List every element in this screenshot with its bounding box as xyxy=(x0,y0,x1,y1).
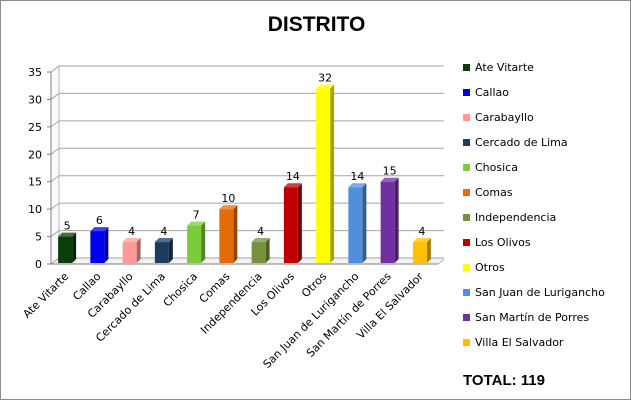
legend-label: San Martín de Porres xyxy=(475,311,589,324)
bar xyxy=(316,88,331,263)
bar-side xyxy=(168,238,173,263)
bar-top xyxy=(122,238,141,243)
bar xyxy=(348,187,363,263)
y-tick-label: 15 xyxy=(28,176,42,189)
data-label: 5 xyxy=(64,220,71,233)
x-tick-label: Otros xyxy=(299,270,329,300)
bar-top xyxy=(380,177,399,182)
bar-side xyxy=(394,177,399,263)
side-wall xyxy=(50,65,60,265)
legend-label: Chosica xyxy=(475,161,518,174)
bar-side xyxy=(297,183,302,263)
bar xyxy=(187,225,202,263)
bar-top xyxy=(316,84,335,89)
data-label: 32 xyxy=(318,71,332,84)
legend-label: Comas xyxy=(475,186,513,199)
bar-side xyxy=(201,221,206,263)
legend-label: Los Olivos xyxy=(475,236,531,249)
y-tick-label: 35 xyxy=(28,66,42,79)
legend-swatch xyxy=(463,114,470,121)
legend-label: San Juan de Lurigancho xyxy=(475,286,605,299)
y-tick-label: 10 xyxy=(28,203,42,216)
bar-side xyxy=(136,238,141,263)
legend-swatch xyxy=(463,189,470,196)
legend-swatch xyxy=(463,239,470,246)
legend-swatch xyxy=(463,89,470,96)
legend-label: Otros xyxy=(475,261,505,274)
y-tick-label: 25 xyxy=(28,121,42,134)
total-label: TOTAL: 119 xyxy=(463,372,545,389)
legend-swatch xyxy=(463,339,470,346)
bar-side xyxy=(72,232,77,263)
bar xyxy=(283,187,298,263)
y-tick-label: 20 xyxy=(28,148,42,161)
legend-swatch xyxy=(463,139,470,146)
legend-swatch xyxy=(463,289,470,296)
gridline xyxy=(50,65,446,73)
bar-side xyxy=(233,205,238,263)
bar-top xyxy=(90,227,109,232)
legend-label: Ate Vitarte xyxy=(475,61,534,74)
bar-top xyxy=(187,221,206,226)
bar-side xyxy=(265,238,270,263)
legend-label: Independencia xyxy=(475,211,556,224)
data-label: 4 xyxy=(128,225,135,238)
legend-swatch xyxy=(463,314,470,321)
legend-label: Villa El Salvador xyxy=(475,336,564,349)
x-tick-label: Ate Vitarte xyxy=(20,270,71,321)
data-label: 14 xyxy=(350,170,364,183)
data-label: 4 xyxy=(160,225,167,238)
y-tick-label: 5 xyxy=(35,231,42,244)
bar-side xyxy=(426,238,431,263)
chart-title: DISTRITO xyxy=(267,13,366,36)
data-label: 14 xyxy=(286,170,300,183)
legend-label: Cercado de Lima xyxy=(475,136,568,149)
bar-side xyxy=(330,84,335,263)
bar xyxy=(251,242,266,263)
data-label: 10 xyxy=(221,192,235,205)
bar-top xyxy=(154,238,173,243)
bar-top xyxy=(251,238,270,243)
legend-swatch xyxy=(463,264,470,271)
bar-top xyxy=(219,205,238,210)
legend-label: Carabayllo xyxy=(475,111,534,124)
bar xyxy=(90,231,105,263)
legend-swatch xyxy=(463,164,470,171)
y-tick-label: 0 xyxy=(35,258,42,271)
bar-top xyxy=(58,232,77,237)
bar-side xyxy=(362,183,367,263)
data-label: 15 xyxy=(383,165,397,178)
bar xyxy=(154,242,169,263)
legend xyxy=(444,61,611,358)
legend-swatch xyxy=(463,64,470,71)
y-tick-label: 30 xyxy=(28,93,42,106)
bar xyxy=(122,242,137,263)
bar-top xyxy=(412,238,431,243)
bar xyxy=(412,242,427,263)
data-label: 4 xyxy=(257,225,264,238)
data-label: 6 xyxy=(96,214,103,227)
bar xyxy=(58,236,73,263)
x-tick-label: Chosica xyxy=(161,270,201,310)
bar-side xyxy=(104,227,109,263)
legend-swatch xyxy=(463,214,470,221)
bar-top xyxy=(348,183,367,188)
legend-label: Callao xyxy=(475,86,509,99)
bar-top xyxy=(283,183,302,188)
data-label: 4 xyxy=(418,225,425,238)
bar xyxy=(380,181,395,263)
data-label: 7 xyxy=(193,209,200,222)
bar xyxy=(219,209,234,263)
